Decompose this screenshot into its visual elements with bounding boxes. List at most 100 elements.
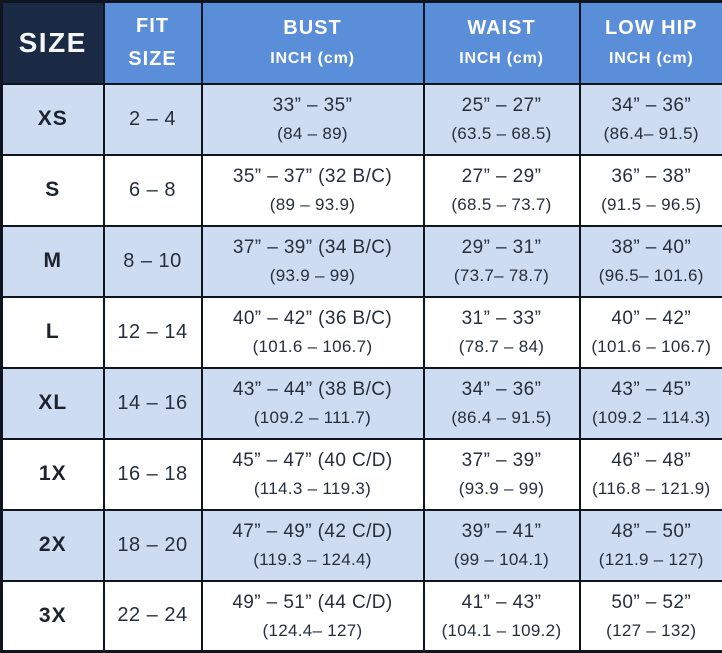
header-waist-unit: INCH (cm) — [429, 50, 575, 68]
low-hip-cm: (121.9 – 127) — [585, 549, 719, 570]
table-row-3x: 3X 22 – 24 49” – 51” (44 C/D) (124.4– 12… — [2, 581, 722, 652]
waist-inches: 31” – 33” — [429, 307, 575, 331]
bust-cm: (101.6 – 106.7) — [207, 336, 419, 357]
header-fit-line2: SIZE — [109, 48, 197, 71]
bust-cm: (89 – 93.9) — [207, 194, 419, 215]
low-hip-cell: 36” – 38” (91.5 – 96.5) — [580, 155, 722, 226]
waist-cm: (104.1 – 109.2) — [429, 620, 575, 641]
low-hip-cell: 50” – 52” (127 – 132) — [580, 581, 722, 652]
header-bust-unit: INCH (cm) — [207, 50, 419, 68]
low-hip-cm: (86.4– 91.5) — [585, 123, 719, 144]
bust-inches: 35” – 37” (32 B/C) — [207, 165, 419, 189]
table-row-l: L 12 – 14 40” – 42” (36 B/C) (101.6 – 10… — [2, 297, 722, 368]
bust-inches: 33” – 35” — [207, 94, 419, 118]
low-hip-inches: 50” – 52” — [585, 591, 719, 615]
bust-cm: (124.4– 127) — [207, 620, 419, 641]
fit-size-cell: 16 – 18 — [104, 439, 202, 510]
waist-inches: 34” – 36” — [429, 378, 575, 402]
table-row-s: S 6 – 8 35” – 37” (32 B/C) (89 – 93.9) 2… — [2, 155, 722, 226]
header-low-hip-label: LOW HIP — [585, 17, 719, 40]
bust-cm: (93.9 – 99) — [207, 265, 419, 286]
bust-cell: 45” – 47” (40 C/D) (114.3 – 119.3) — [202, 439, 424, 510]
header-size: SIZE — [2, 2, 104, 84]
fit-size-cell: 8 – 10 — [104, 226, 202, 297]
waist-cm: (86.4 – 91.5) — [429, 407, 575, 428]
waist-cm: (73.7– 78.7) — [429, 265, 575, 286]
size-cell: L — [2, 297, 104, 368]
low-hip-cm: (96.5– 101.6) — [585, 265, 719, 286]
waist-cell: 37” – 39” (93.9 – 99) — [424, 439, 580, 510]
size-cell: 1X — [2, 439, 104, 510]
bust-cm: (84 – 89) — [207, 123, 419, 144]
low-hip-cm: (127 – 132) — [585, 620, 719, 641]
waist-inches: 39” – 41” — [429, 520, 575, 544]
low-hip-inches: 43” – 45” — [585, 378, 719, 402]
waist-inches: 27” – 29” — [429, 165, 575, 189]
low-hip-cm: (91.5 – 96.5) — [585, 194, 719, 215]
low-hip-inches: 36” – 38” — [585, 165, 719, 189]
waist-inches: 25” – 27” — [429, 94, 575, 118]
size-cell: M — [2, 226, 104, 297]
size-cell: S — [2, 155, 104, 226]
header-bust-label: BUST — [207, 17, 419, 40]
bust-inches: 37” – 39” (34 B/C) — [207, 236, 419, 260]
low-hip-inches: 38” – 40” — [585, 236, 719, 260]
waist-inches: 29” – 31” — [429, 236, 575, 260]
bust-cm: (109.2 – 111.7) — [207, 407, 419, 428]
low-hip-cm: (116.8 – 121.9) — [585, 478, 719, 499]
fit-size-cell: 14 – 16 — [104, 368, 202, 439]
bust-cell: 37” – 39” (34 B/C) (93.9 – 99) — [202, 226, 424, 297]
header-fit-size: FIT SIZE — [104, 2, 202, 84]
waist-cell: 39” – 41” (99 – 104.1) — [424, 510, 580, 581]
low-hip-inches: 48” – 50” — [585, 520, 719, 544]
bust-inches: 40” – 42” (36 B/C) — [207, 307, 419, 331]
bust-inches: 43” – 44” (38 B/C) — [207, 378, 419, 402]
low-hip-cell: 40” – 42” (101.6 – 106.7) — [580, 297, 722, 368]
bust-cell: 43” – 44” (38 B/C) (109.2 – 111.7) — [202, 368, 424, 439]
low-hip-inches: 34” – 36” — [585, 94, 719, 118]
fit-size-cell: 6 – 8 — [104, 155, 202, 226]
size-cell: 3X — [2, 581, 104, 652]
header-row: SIZE FIT SIZE BUST INCH (cm) WAIST INCH … — [2, 2, 722, 84]
header-fit-line1: FIT — [109, 15, 197, 38]
table-row-2x: 2X 18 – 20 47” – 49” (42 C/D) (119.3 – 1… — [2, 510, 722, 581]
fit-size-cell: 2 – 4 — [104, 84, 202, 155]
waist-cm: (78.7 – 84) — [429, 336, 575, 357]
waist-inches: 41” – 43” — [429, 591, 575, 615]
low-hip-inches: 40” – 42” — [585, 307, 719, 331]
table-row-1x: 1X 16 – 18 45” – 47” (40 C/D) (114.3 – 1… — [2, 439, 722, 510]
low-hip-cell: 48” – 50” (121.9 – 127) — [580, 510, 722, 581]
waist-cm: (63.5 – 68.5) — [429, 123, 575, 144]
waist-inches: 37” – 39” — [429, 449, 575, 473]
bust-cell: 35” – 37” (32 B/C) (89 – 93.9) — [202, 155, 424, 226]
fit-size-cell: 12 – 14 — [104, 297, 202, 368]
waist-cm: (99 – 104.1) — [429, 549, 575, 570]
waist-cell: 41” – 43” (104.1 – 109.2) — [424, 581, 580, 652]
table-row-m: M 8 – 10 37” – 39” (34 B/C) (93.9 – 99) … — [2, 226, 722, 297]
table-row-xs: XS 2 – 4 33” – 35” (84 – 89) 25” – 27” (… — [2, 84, 722, 155]
size-cell: 2X — [2, 510, 104, 581]
low-hip-cm: (109.2 – 114.3) — [585, 407, 719, 428]
header-waist: WAIST INCH (cm) — [424, 2, 580, 84]
header-waist-label: WAIST — [429, 17, 575, 40]
bust-cell: 49” – 51” (44 C/D) (124.4– 127) — [202, 581, 424, 652]
waist-cm: (93.9 – 99) — [429, 478, 575, 499]
size-cell: XL — [2, 368, 104, 439]
low-hip-cell: 46” – 48” (116.8 – 121.9) — [580, 439, 722, 510]
waist-cell: 31” – 33” (78.7 – 84) — [424, 297, 580, 368]
low-hip-inches: 46” – 48” — [585, 449, 719, 473]
low-hip-cm: (101.6 – 106.7) — [585, 336, 719, 357]
bust-inches: 45” – 47” (40 C/D) — [207, 449, 419, 473]
fit-size-cell: 22 – 24 — [104, 581, 202, 652]
low-hip-cell: 43” – 45” (109.2 – 114.3) — [580, 368, 722, 439]
bust-cell: 40” – 42” (36 B/C) (101.6 – 106.7) — [202, 297, 424, 368]
bust-cell: 33” – 35” (84 – 89) — [202, 84, 424, 155]
header-size-label: SIZE — [7, 27, 99, 59]
waist-cell: 25” – 27” (63.5 – 68.5) — [424, 84, 580, 155]
bust-cm: (114.3 – 119.3) — [207, 478, 419, 499]
fit-size-cell: 18 – 20 — [104, 510, 202, 581]
low-hip-cell: 38” – 40” (96.5– 101.6) — [580, 226, 722, 297]
bust-cell: 47” – 49” (42 C/D) (119.3 – 124.4) — [202, 510, 424, 581]
